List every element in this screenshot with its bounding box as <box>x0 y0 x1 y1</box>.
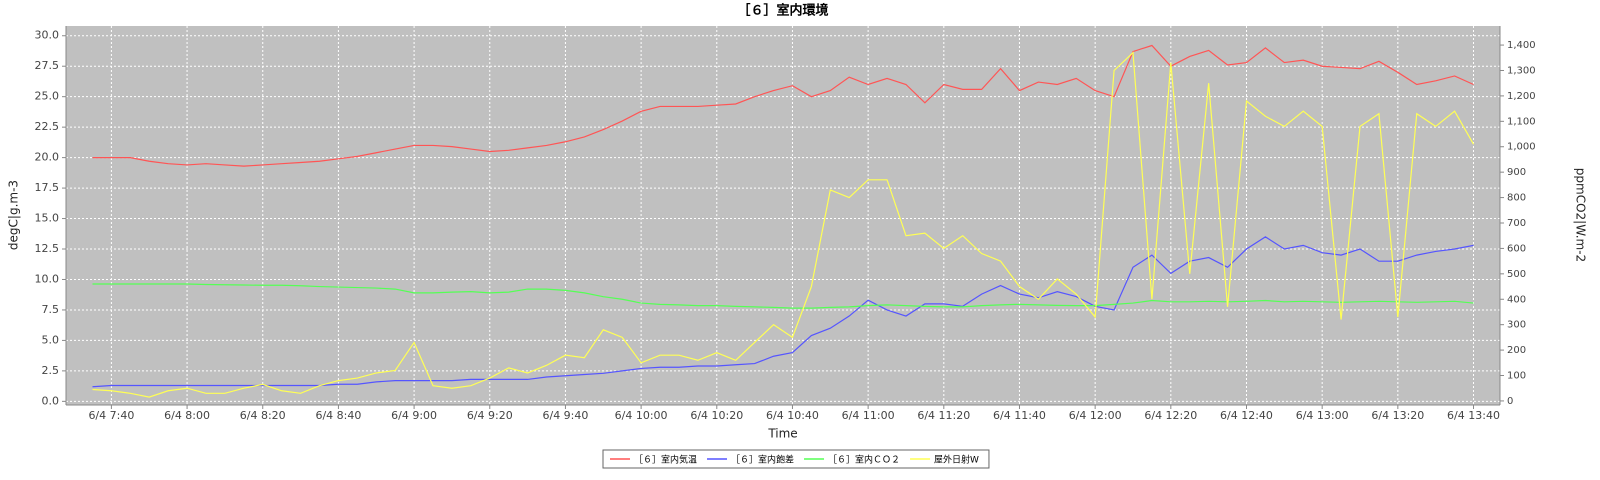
x-tick-label: 6/4 10:20 <box>690 409 743 422</box>
y-tick-label: 25.0 <box>35 90 60 103</box>
y-tick-label: 5.0 <box>42 333 60 346</box>
y2-tick-label: 900 <box>1507 167 1526 178</box>
x-tick-label: 6/4 10:00 <box>615 409 668 422</box>
x-tick-label: 6/4 9:40 <box>542 409 588 422</box>
legend-label: 屋外日射W <box>934 454 979 466</box>
y2-tick-label: 1,100 <box>1507 116 1536 127</box>
y2-tick-label: 400 <box>1507 294 1526 305</box>
x-tick-label: 6/4 7:40 <box>88 409 134 422</box>
x-tick-label: 6/4 10:40 <box>766 409 819 422</box>
y-tick-label: 27.5 <box>35 59 60 72</box>
y-tick-label: 7.5 <box>42 303 60 316</box>
y2-tick-label: 700 <box>1507 218 1526 229</box>
y2-axis-label: ppmCO2|W.m-2 <box>1574 168 1588 262</box>
y2-tick-label: 1,300 <box>1507 65 1536 76</box>
x-tick-label: 6/4 12:20 <box>1144 409 1197 422</box>
y2-tick-label: 1,400 <box>1507 40 1536 51</box>
legend-label: ［６］室内ＣＯ２ <box>828 454 900 466</box>
chart-title: ［６］室内環境 <box>737 3 828 19</box>
legend-box <box>602 449 990 469</box>
y2-tick-label: 800 <box>1507 193 1526 204</box>
legend-label: ［６］室内気温 <box>634 454 697 466</box>
series-line <box>92 51 1475 398</box>
series-line <box>92 44 1474 167</box>
series-line <box>92 283 1474 309</box>
y2-tick-label: 300 <box>1507 320 1526 331</box>
x-tick-label: 6/4 11:00 <box>842 409 895 422</box>
y-axis-label: degC|g.m-3 <box>7 180 21 250</box>
y2-tick-label: 200 <box>1507 345 1526 356</box>
y-tick-label: 15.0 <box>35 212 60 225</box>
y-tick-label: 30.0 <box>35 29 60 42</box>
x-tick-label: 6/4 8:40 <box>315 409 361 422</box>
y-tick-label: 12.5 <box>35 242 60 255</box>
y2-tick-label: 600 <box>1507 243 1526 254</box>
x-tick-label: 6/4 8:00 <box>164 409 210 422</box>
y-tick-label: 2.5 <box>42 364 60 377</box>
y-tick-label: 0.0 <box>42 394 60 407</box>
y-tick-label: 20.0 <box>35 151 60 164</box>
x-tick-label: 6/4 9:00 <box>391 409 437 422</box>
y2-tick-label: 1,000 <box>1507 142 1536 153</box>
x-tick-label: 6/4 13:20 <box>1371 409 1424 422</box>
x-tick-label: 6/4 8:20 <box>240 409 286 422</box>
x-axis-label: Time <box>767 427 797 441</box>
y-tick-label: 17.5 <box>35 181 60 194</box>
y2-tick-label: 0 <box>1507 396 1513 407</box>
x-tick-label: 6/4 11:40 <box>993 409 1046 422</box>
y-tick-label: 22.5 <box>35 120 60 133</box>
legend-label: ［６］室内飽差 <box>731 454 794 466</box>
y2-tick-label: 1,200 <box>1507 91 1536 102</box>
x-tick-label: 6/4 13:40 <box>1447 409 1500 422</box>
y2-tick-label: 500 <box>1507 269 1526 280</box>
x-tick-label: 6/4 12:00 <box>1069 409 1122 422</box>
x-tick-label: 6/4 11:20 <box>917 409 970 422</box>
plot-area <box>66 26 1500 405</box>
y2-tick-label: 100 <box>1507 371 1526 382</box>
y-tick-label: 10.0 <box>35 272 60 285</box>
x-tick-label: 6/4 9:20 <box>467 409 513 422</box>
x-tick-label: 6/4 13:00 <box>1296 409 1349 422</box>
x-tick-label: 6/4 12:40 <box>1220 409 1273 422</box>
